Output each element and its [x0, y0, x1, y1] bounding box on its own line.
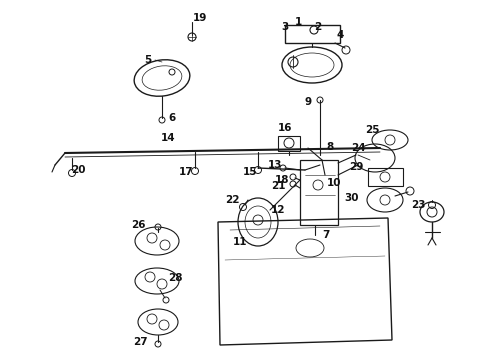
Bar: [285, 25, 340, 43]
Text: 19: 19: [193, 13, 207, 23]
Text: 21: 21: [271, 181, 285, 191]
Text: 4: 4: [336, 30, 343, 40]
Text: 23: 23: [411, 200, 425, 210]
Text: 14: 14: [161, 133, 175, 143]
Text: 24: 24: [351, 143, 366, 153]
Text: 7: 7: [322, 230, 330, 240]
Bar: [368, 168, 403, 186]
Text: 27: 27: [133, 337, 147, 347]
Text: 20: 20: [71, 165, 85, 175]
Text: 15: 15: [243, 167, 257, 177]
Text: 9: 9: [304, 97, 312, 107]
Text: 12: 12: [271, 205, 285, 215]
Text: 6: 6: [169, 113, 175, 123]
Text: 1: 1: [294, 17, 302, 27]
Text: 28: 28: [168, 273, 182, 283]
Text: 22: 22: [225, 195, 239, 205]
Text: 11: 11: [233, 237, 247, 247]
Bar: [300, 160, 338, 225]
Text: 30: 30: [345, 193, 359, 203]
Text: 8: 8: [326, 142, 334, 152]
Text: 25: 25: [365, 125, 379, 135]
Text: 5: 5: [145, 55, 151, 65]
Text: 3: 3: [281, 22, 289, 32]
Text: 13: 13: [268, 160, 282, 170]
Text: 16: 16: [278, 123, 292, 133]
Text: 2: 2: [315, 22, 321, 32]
Text: 26: 26: [131, 220, 145, 230]
Text: 29: 29: [349, 162, 363, 172]
Bar: [278, 136, 300, 151]
Text: 18: 18: [275, 175, 289, 185]
Text: 10: 10: [327, 178, 341, 188]
Text: 17: 17: [179, 167, 194, 177]
